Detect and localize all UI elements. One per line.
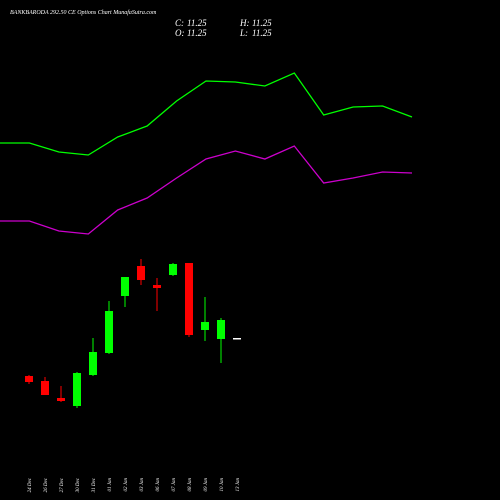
- band-line: [0, 145, 413, 235]
- candle-body: [233, 338, 241, 340]
- ohlc-label: L:: [239, 28, 248, 38]
- candle-body: [217, 320, 225, 339]
- ohlc-value: 11.25: [187, 28, 207, 38]
- ohlc-value: 11.25: [187, 18, 207, 28]
- candle-body: [169, 264, 177, 275]
- x-tick-label: 24 Dec: [28, 477, 33, 492]
- candle-body: [73, 373, 81, 406]
- x-tick-label: 13 Jan: [236, 478, 241, 492]
- band-line: [0, 72, 413, 156]
- candle-body: [25, 376, 33, 382]
- ohlc-value: 11.25: [252, 28, 272, 38]
- candle-body: [89, 352, 97, 375]
- candle-body: [153, 285, 161, 288]
- x-tick-label: 01 Jan: [108, 478, 113, 492]
- candle-body: [185, 263, 193, 335]
- x-tick-label: 07 Jan: [172, 478, 177, 492]
- x-tick-label: 06 Jan: [156, 478, 161, 492]
- candle-body: [121, 277, 129, 296]
- candle-body: [105, 311, 113, 353]
- candle-body: [57, 398, 65, 401]
- candle-body: [41, 381, 49, 395]
- chart-title: BANKBARODA 292.50 CE Options Chart Munaf…: [10, 9, 157, 16]
- ohlc-label: C:: [175, 18, 184, 28]
- ohlc-label: H:: [239, 18, 250, 28]
- candle-body: [201, 322, 209, 330]
- x-tick-label: 08 Jan: [188, 478, 193, 492]
- x-tick-label: 26 Dec: [44, 477, 49, 492]
- x-tick-label: 03 Jan: [140, 478, 145, 492]
- x-tick-label: 31 Dec: [92, 477, 97, 492]
- x-tick-label: 30 Dec: [76, 477, 81, 492]
- candle-body: [137, 266, 145, 280]
- ohlc-value: 11.25: [252, 18, 272, 28]
- ohlc-label: O:: [175, 28, 185, 38]
- x-tick-label: 10 Jan: [220, 478, 225, 492]
- x-tick-label: 09 Jan: [204, 478, 209, 492]
- x-tick-label: 27 Dec: [60, 477, 65, 492]
- x-tick-label: 02 Jan: [124, 478, 129, 492]
